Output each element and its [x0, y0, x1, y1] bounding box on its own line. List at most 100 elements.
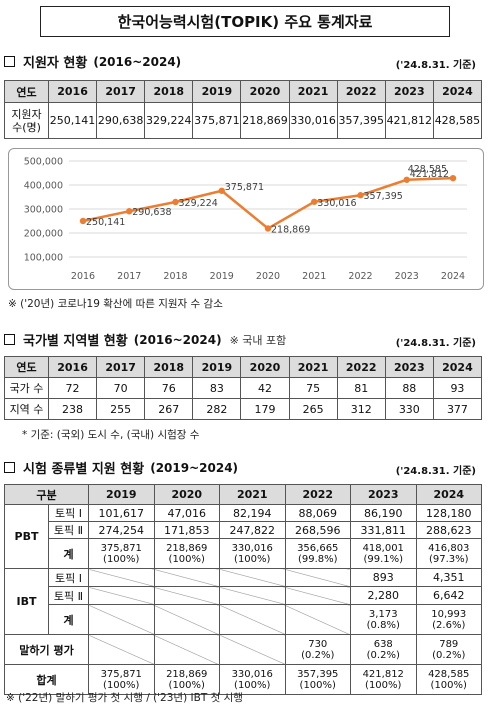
cell-value: 730 [308, 638, 328, 650]
cell-pct: (100%) [168, 553, 205, 565]
table-cell: 330 [384, 398, 434, 420]
row-label: 국가 수 [4, 377, 49, 399]
cell-value: 421,812 [362, 668, 404, 680]
section-heading-test-types: 시험 종류별 지원 현황 (2019~2024) [4, 458, 238, 477]
cell-value: 218,869 [166, 542, 208, 554]
section1-heading: 지원자 현황 [23, 56, 88, 71]
header-cell: 연도 [4, 356, 49, 378]
header-cell: 구분 [4, 484, 89, 505]
row-label: 계 [48, 604, 89, 635]
cell-pct: (0.2%) [432, 649, 466, 661]
table-cell: 357,395 (100%) [284, 664, 351, 695]
table-cell: 375,871 (100%) [88, 538, 155, 569]
table-cell: 218,869 (100%) [153, 538, 220, 569]
empty-cell [88, 568, 155, 587]
header-cell: 2018 [144, 356, 194, 378]
table-cell: 88 [384, 377, 434, 399]
page-title: 한국어능력시험(TOPIK) 주요 통계자료 [40, 6, 450, 37]
table-cell: 282 [192, 398, 242, 420]
table-row: 합계 375,871 (100%) 218,869 (100%) 330,016 (1… [4, 664, 482, 695]
table-cell: 255 [96, 398, 146, 420]
data-label: 250,141 [86, 217, 125, 228]
table-cell: 418,001 (99.1%) [350, 538, 417, 569]
row-label: 지원자 수(명) [4, 102, 49, 139]
data-point [403, 176, 410, 183]
y-tick-label: 500,000 [24, 157, 63, 168]
header-cell: 2020 [240, 80, 290, 103]
table-cell: 6,642 [415, 586, 482, 605]
header-cell: 2022 [284, 484, 351, 505]
header-cell: 2024 [415, 484, 482, 505]
data-label: 375,871 [225, 182, 264, 193]
row-label: 계 [48, 538, 89, 569]
empty-cell [284, 586, 351, 605]
section3-asof: ('24.8.31. 기준) [395, 466, 476, 477]
header-cell: 2020 [153, 484, 220, 505]
table-row: 토픽 Ⅱ 274,254 171,853 247,822 268,596 331… [5, 521, 482, 539]
cell-pct: (100%) [430, 679, 467, 691]
section2-period: (2016~2024) [133, 332, 222, 347]
table-cell: 75 [288, 377, 338, 399]
table-cell: 312 [336, 398, 386, 420]
table-cell: 638 (0.2%) [350, 634, 417, 665]
cell-pct: (100%) [299, 679, 336, 691]
cell-pct: (100%) [168, 679, 205, 691]
empty-cell [153, 586, 220, 605]
empty-cell [284, 568, 351, 587]
row-label: 지역 수 [4, 398, 49, 420]
x-tick-label: 2021 [302, 271, 326, 282]
x-tick-label: 2016 [71, 271, 95, 282]
table-row: 지원자 수(명) 250,141 290,638 329,224 375,871… [4, 102, 483, 139]
table-cell: 789 (0.2%) [415, 634, 482, 665]
table-cell: 893 [350, 568, 417, 587]
x-tick-label: 2019 [210, 271, 234, 282]
data-point [357, 192, 364, 199]
data-label: 421,812 [410, 169, 449, 180]
table-cell: 428,585 (100%) [415, 664, 482, 695]
section1-footnote: ※ ('20년) 코로나19 확산에 따른 지원자 수 감소 [8, 298, 223, 310]
cell-value: 330,016 [231, 668, 273, 680]
header-cell: 2019 [88, 484, 155, 505]
header-cell: 2017 [96, 80, 146, 103]
square-bullet-icon [4, 334, 15, 345]
table-cell: 42 [240, 377, 290, 399]
square-bullet-icon [4, 56, 15, 67]
pbt-label: PBT [4, 504, 49, 569]
table-cell: 375,871 [192, 102, 242, 139]
table-cell: 179 [240, 398, 290, 420]
section-heading-applicants: 지원자 현황 (2016~2024) [4, 52, 181, 71]
empty-cell [88, 586, 155, 605]
table-cell: 83 [192, 377, 242, 399]
cell-pct: (100%) [103, 553, 140, 565]
total-label: 합계 [4, 664, 89, 695]
x-tick-label: 2018 [163, 271, 187, 282]
empty-cell [219, 604, 286, 635]
table-cell: 3,173 (0.8%) [350, 604, 417, 635]
empty-cell [284, 604, 351, 635]
test-type-table: 구분 2019 2020 2021 2022 2023 2024 PBT 토픽 … [4, 484, 482, 695]
data-point [79, 217, 87, 225]
y-tick-label: 300,000 [24, 205, 63, 216]
y-tick-label: 100,000 [24, 253, 63, 264]
table-cell: 88,069 [284, 504, 351, 522]
table-row: 국가 수 72 70 76 83 42 75 81 88 93 [4, 377, 483, 399]
header-cell: 2016 [47, 80, 98, 103]
x-tick-label: 2020 [256, 271, 280, 282]
row-label: 토픽 Ⅰ [48, 504, 89, 522]
table-cell: 274,254 [88, 521, 155, 539]
square-bullet-icon [4, 462, 15, 473]
cell-pct: (0.2%) [366, 649, 400, 661]
table-header-row: 구분 2019 2020 2021 2022 2023 2024 [4, 484, 482, 505]
section3-period: (2019~2024) [150, 460, 239, 475]
table-row: 말하기 평가 730 (0.2%) 638 (0.2%) 789 (0.2%) [4, 634, 482, 665]
table-cell: 331,811 [350, 521, 417, 539]
cell-pct: (99.1%) [363, 553, 404, 565]
section2-heading: 국가별 지역별 현황 [23, 334, 128, 349]
data-label: 330,016 [317, 198, 356, 209]
header-cell: 2024 [432, 80, 483, 103]
table-cell: 128,180 [415, 504, 482, 522]
cell-pct: (100%) [234, 679, 271, 691]
row-label: 토픽 Ⅱ [48, 586, 89, 605]
table-cell: 288,623 [415, 521, 482, 539]
cell-value: 416,803 [428, 542, 470, 554]
